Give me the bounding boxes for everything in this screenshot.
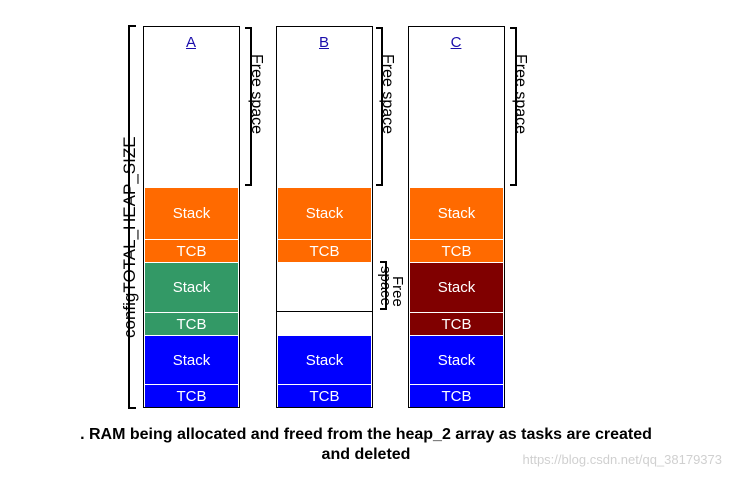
- block-b-stack-1: Stack: [278, 187, 371, 239]
- column-title-a: A: [185, 34, 196, 51]
- free-space-label-b: Free space: [379, 54, 396, 135]
- block-a-stack-1: Stack: [145, 187, 238, 239]
- block-a-tcb-1: TCB: [145, 239, 238, 262]
- block-a-tcb-3: TCB: [145, 384, 238, 407]
- block-c-stack-3: Stack: [410, 335, 503, 384]
- block-c-tcb-2: TCB: [410, 312, 503, 335]
- free-space-mid-label-line2: space: [377, 266, 394, 307]
- free-space-bracket-b: [376, 27, 383, 186]
- block-c-stack-1: Stack: [410, 187, 503, 239]
- heap-column-c: Stack TCB Stack TCB Stack TCB: [408, 26, 505, 408]
- block-c-tcb-1: TCB: [410, 239, 503, 262]
- block-a-tcb-2: TCB: [145, 312, 238, 335]
- block-a-stack-2: Stack: [145, 262, 238, 312]
- column-title-b: B: [318, 34, 329, 51]
- block-b-stack-2: Stack: [278, 335, 371, 384]
- heap-column-a: Stack TCB Stack TCB Stack TCB: [143, 26, 240, 408]
- column-title-c: C: [450, 34, 462, 51]
- free-space-bracket-a: [245, 27, 252, 186]
- figure-caption-line-1: . RAM being allocated and freed from the…: [80, 426, 652, 443]
- watermark-text: https://blog.csdn.net/qq_38179373: [522, 452, 723, 467]
- block-c-stack-2: Stack: [410, 262, 503, 312]
- heap-size-bracket: [128, 25, 136, 409]
- heap-size-label: configTOTAL_HEAP_SIZE: [120, 136, 139, 338]
- block-b-tcb-1: TCB: [278, 239, 371, 262]
- free-space-label-c: Free space: [512, 54, 529, 135]
- heap-column-b: Stack TCB Stack TCB: [276, 26, 373, 408]
- freed-gap-divider: [277, 311, 372, 312]
- free-space-label-a: Free space: [248, 54, 265, 135]
- block-a-stack-3: Stack: [145, 335, 238, 384]
- free-space-mid-bracket-b: [380, 261, 387, 310]
- free-space-bracket-c: [510, 27, 517, 186]
- figure-caption-line-2: and deleted: [321, 446, 411, 463]
- block-b-tcb-2: TCB: [278, 384, 371, 407]
- block-c-tcb-3: TCB: [410, 384, 503, 407]
